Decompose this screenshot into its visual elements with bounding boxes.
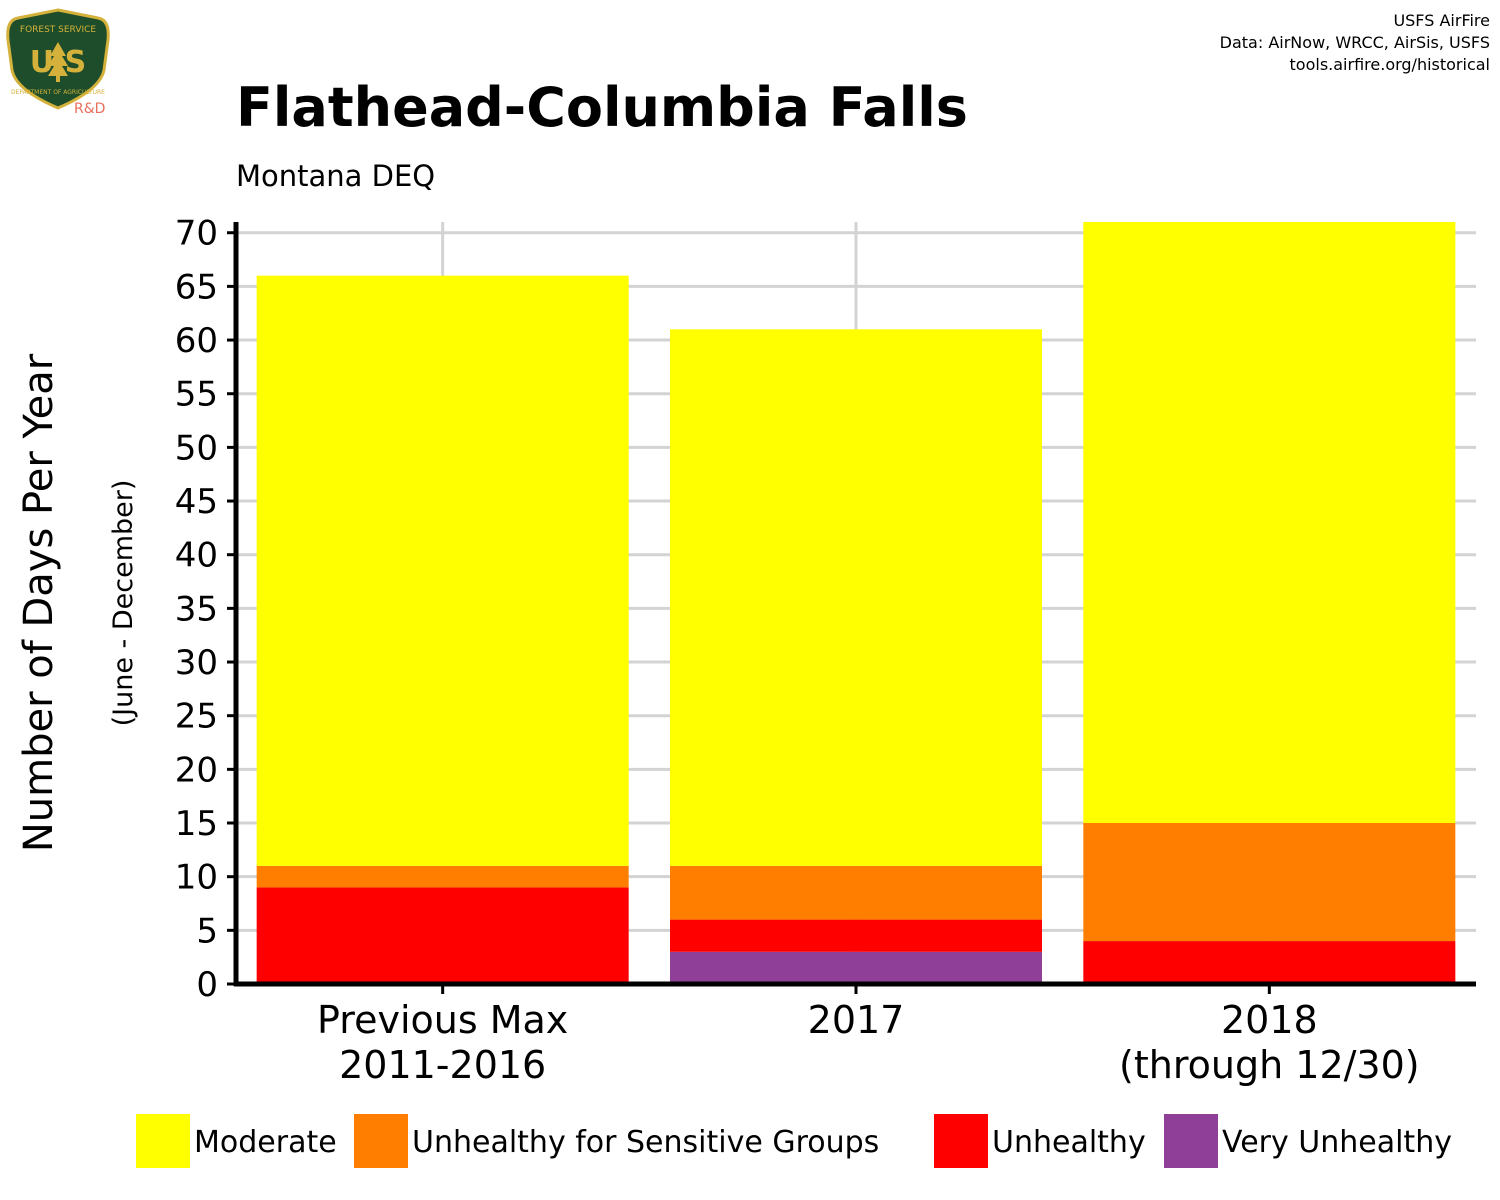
legend-key bbox=[136, 1114, 190, 1168]
bar-segment bbox=[256, 887, 629, 984]
bar-segment bbox=[670, 329, 1042, 866]
legend: Moderate Unhealthy for Sensitive Groups Un… bbox=[136, 1114, 1452, 1168]
y-axis-label: Number of Days Per Year bbox=[16, 353, 62, 852]
y-tick-label: 10 bbox=[175, 858, 218, 898]
legend-key bbox=[934, 1114, 988, 1168]
legend-label: Moderate bbox=[194, 1125, 337, 1160]
y-tick-label: 25 bbox=[175, 697, 218, 737]
y-tick-labels: 0 5 10 15 20 25 30 35 40 45 50 55 60 65 70 bbox=[175, 214, 218, 1005]
credit-line-2: Data: AirNow, WRCC, AirSis, USFS bbox=[1220, 33, 1490, 52]
legend-label: Very Unhealthy bbox=[1222, 1125, 1452, 1160]
x-tick-label: 2018 bbox=[1221, 998, 1318, 1042]
logo-rd-label: R&D bbox=[74, 101, 105, 117]
bar-segment bbox=[670, 951, 1042, 984]
y-tick-label: 50 bbox=[175, 428, 218, 468]
y-tick-label: 20 bbox=[175, 750, 218, 790]
y-tick-label: 35 bbox=[175, 589, 218, 629]
bar-segment bbox=[256, 865, 629, 888]
y-tick-label: 60 bbox=[175, 321, 218, 361]
axes bbox=[227, 222, 1476, 994]
credit-line-1: USFS AirFire bbox=[1393, 11, 1490, 30]
y-tick-label: 45 bbox=[175, 482, 218, 522]
x-tick-label-line2: 2011-2016 bbox=[339, 1043, 546, 1087]
bars bbox=[256, 222, 1456, 984]
y-tick-label: 40 bbox=[175, 536, 218, 576]
credit-line-3: tools.airfire.org/historical bbox=[1290, 55, 1490, 74]
legend-key bbox=[354, 1114, 408, 1168]
legend-label: Unhealthy bbox=[992, 1125, 1146, 1160]
y-tick-label: 5 bbox=[196, 911, 218, 951]
bar-segment bbox=[670, 865, 1042, 920]
bar-segment bbox=[1083, 941, 1456, 984]
usfs-logo: FOREST SERVICE U S DEPARTMENT OF AGRICUL… bbox=[6, 8, 110, 117]
y-tick-label: 30 bbox=[175, 643, 218, 683]
y-tick-label: 15 bbox=[175, 804, 218, 844]
x-tick-label-line2: (through 12/30) bbox=[1119, 1043, 1420, 1087]
bar-segment bbox=[1083, 222, 1456, 824]
bar-segment bbox=[670, 919, 1042, 952]
y-tick-label: 65 bbox=[175, 267, 218, 307]
legend-label: Unhealthy for Sensitive Groups bbox=[412, 1125, 879, 1160]
x-tick-label: 2017 bbox=[808, 998, 905, 1042]
y-tick-label: 55 bbox=[175, 375, 218, 415]
legend-key bbox=[1164, 1114, 1218, 1168]
bar-segment bbox=[1083, 823, 1456, 942]
x-tick-label: Previous Max bbox=[317, 998, 568, 1042]
bar-segment bbox=[256, 275, 629, 866]
logo-top-text: FOREST SERVICE bbox=[20, 25, 97, 35]
tree-icon bbox=[48, 42, 68, 82]
chart-subtitle: Montana DEQ bbox=[236, 159, 435, 193]
y-tick-label: 70 bbox=[175, 214, 218, 254]
y-tick-label: 0 bbox=[196, 965, 218, 1005]
y-axis-sublabel: (June - December) bbox=[108, 480, 139, 727]
chart-title: Flathead-Columbia Falls bbox=[236, 76, 968, 139]
logo-bottom-text: DEPARTMENT OF AGRICULTURE bbox=[11, 89, 105, 96]
